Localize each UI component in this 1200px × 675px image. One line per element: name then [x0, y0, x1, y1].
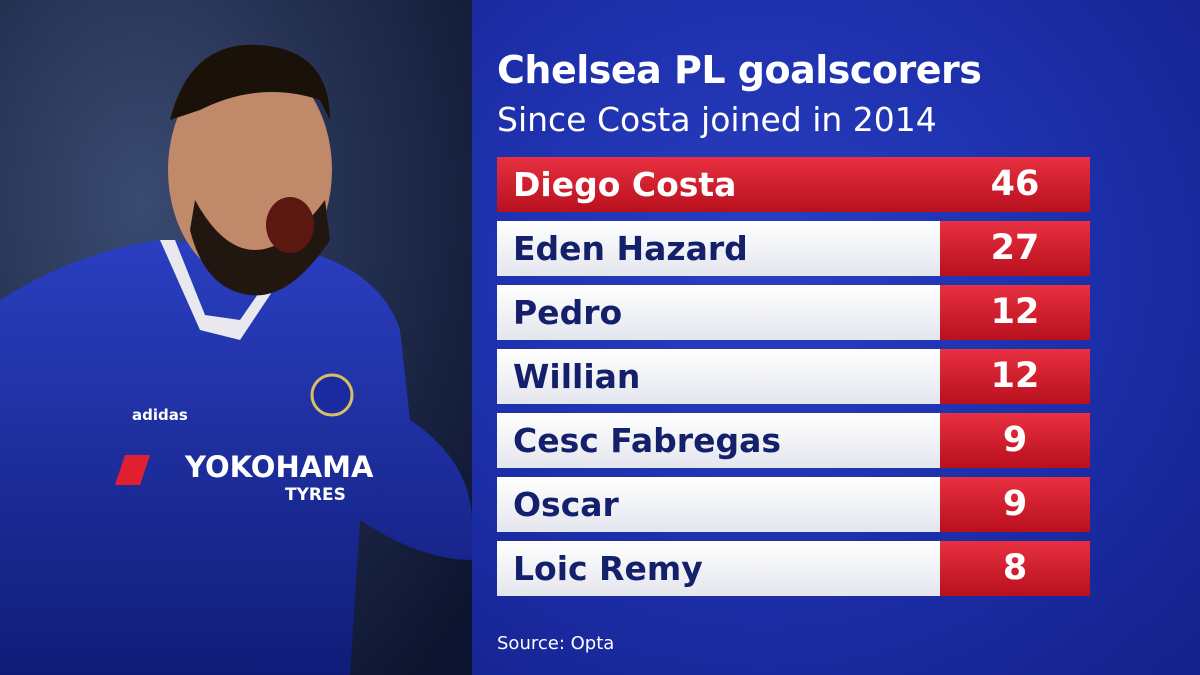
- table-row: Pedro 12: [497, 285, 1090, 340]
- player-name: Willian: [497, 349, 940, 404]
- shirt-sponsor: YOKOHAMA: [184, 450, 374, 484]
- goals: 46: [990, 164, 1040, 204]
- stats-panel: Chelsea PL goalscorers Since Costa joine…: [472, 0, 1200, 675]
- title: Chelsea PL goalscorers: [497, 48, 982, 92]
- player-name: Oscar: [497, 477, 940, 532]
- table-row: Willian 12: [497, 349, 1090, 404]
- player-name: Diego Costa: [497, 157, 1090, 212]
- goals: 12: [940, 285, 1090, 340]
- player-name: Loic Remy: [497, 541, 940, 596]
- goals: 8: [940, 541, 1090, 596]
- player-photo: YOKOHAMA TYRES adidas: [0, 0, 472, 675]
- table-row: Diego Costa 46: [497, 157, 1090, 212]
- kit-brand: adidas: [132, 406, 188, 424]
- table-row: Cesc Fabregas 9: [497, 413, 1090, 468]
- table-row: Loic Remy 8: [497, 541, 1090, 596]
- player-name: Eden Hazard: [497, 221, 940, 276]
- table-row: Eden Hazard 27: [497, 221, 1090, 276]
- subtitle: Since Costa joined in 2014: [497, 100, 937, 139]
- goals: 12: [940, 349, 1090, 404]
- shirt-sponsor-sub: TYRES: [285, 485, 346, 505]
- goals: 9: [940, 413, 1090, 468]
- table-row: Oscar 9: [497, 477, 1090, 532]
- player-name: Pedro: [497, 285, 940, 340]
- goals: 9: [940, 477, 1090, 532]
- goals: 27: [940, 221, 1090, 276]
- source: Source: Opta: [497, 633, 615, 654]
- player-name: Cesc Fabregas: [497, 413, 940, 468]
